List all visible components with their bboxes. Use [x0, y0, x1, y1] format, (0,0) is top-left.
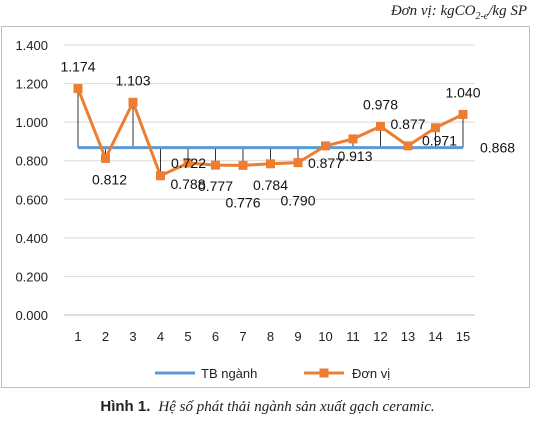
caption-number: Hình 1. [100, 398, 151, 415]
x-tick-label: 10 [318, 329, 332, 344]
caption-text: Hệ số phát thải ngành sản xuất gạch cera… [158, 399, 435, 415]
y-tick-label: 0.000 [15, 308, 48, 323]
legend: TB ngành Đơn vị [155, 366, 390, 381]
y-tick-label: 0.600 [15, 192, 48, 207]
series-marker-unit [376, 121, 385, 131]
series-marker-unit [431, 123, 440, 133]
data-label-industry-average: 0.868 [480, 140, 515, 156]
data-label-unit: 0.978 [363, 96, 398, 112]
series-marker-unit [156, 171, 165, 181]
x-tick-label: 11 [346, 329, 360, 344]
data-label-unit: 0.776 [225, 194, 260, 210]
data-labels: 0.868 1.174 0.812 1.103 0.722 0.7880.7770.776… [60, 59, 515, 211]
chart-frame [1, 26, 530, 388]
legend-label-unit: Đơn vị [352, 366, 390, 381]
unit-note: Đơn vị: kgCO2-e/kg SP [391, 3, 527, 22]
x-tick-label: 3 [129, 329, 136, 344]
series-marker-unit [183, 158, 193, 168]
x-tick-label: 4 [157, 329, 164, 344]
x-tick-label: 2 [102, 329, 109, 344]
data-label-unit: 1.103 [115, 72, 150, 88]
series-marker-unit [321, 141, 330, 151]
data-label-unit: 0.790 [280, 193, 315, 209]
x-tick-label: 1 [74, 329, 81, 344]
data-label-unit: 0.913 [337, 148, 372, 164]
series-marker-unit [293, 158, 303, 168]
unit-subscript: 2-e [475, 11, 489, 22]
x-tick-label: 14 [428, 329, 442, 344]
data-label-unit: 1.040 [445, 84, 480, 100]
x-tick-label: 7 [239, 329, 246, 344]
x-tick-label: 15 [456, 329, 470, 344]
data-label-unit: 0.788 [170, 176, 205, 192]
data-label-unit: 0.877 [390, 116, 425, 132]
legend-label-industry-average: TB ngành [201, 366, 257, 381]
series-marker-unit [211, 160, 220, 170]
series-marker-unit [73, 84, 83, 94]
series-marker-unit [348, 134, 358, 144]
x-tick-label: 8 [267, 329, 274, 344]
data-label-unit: 0.784 [253, 177, 288, 193]
series-marker-unit [403, 141, 413, 151]
data-label-unit: 0.722 [171, 155, 206, 171]
x-tick-label: 9 [294, 329, 301, 344]
series-marker-unit [238, 160, 248, 170]
figure-caption: Hình 1. Hệ số phát thải ngành sản xuất gạ… [0, 398, 535, 416]
series-marker-unit [266, 159, 275, 169]
x-tick-label: 13 [401, 329, 415, 344]
x-axis-ticks: 1 2 3 4 5 6 7 8 9 10 11 12 13 14 15 [74, 329, 470, 344]
series-unit [73, 84, 468, 181]
unit-prefix: Đơn vị: kgCO [390, 3, 476, 19]
y-tick-label: 0.800 [15, 154, 48, 169]
gridlines [64, 44, 475, 316]
emission-chart: 0.000 0.200 0.400 0.600 0.800 1.000 1.200 1.400… [15, 38, 515, 381]
data-label-unit: 0.877 [308, 155, 343, 171]
data-label-unit: 0.777 [198, 178, 233, 194]
y-tick-label: 0.400 [15, 231, 48, 246]
y-tick-label: 1.400 [15, 38, 48, 53]
series-marker-unit [101, 153, 110, 163]
unit-suffix: /kg SP [488, 3, 527, 19]
series-marker-unit [458, 109, 468, 119]
series-marker-unit [128, 97, 138, 107]
x-tick-label: 6 [212, 329, 219, 344]
data-label-unit: 0.812 [92, 171, 127, 187]
data-label-unit: 0.971 [422, 133, 457, 149]
data-label-unit: 1.174 [60, 59, 95, 75]
x-tick-label: 12 [373, 329, 387, 344]
x-tick-label: 5 [184, 329, 191, 344]
y-tick-label: 1.000 [15, 115, 48, 130]
y-tick-label: 1.200 [15, 77, 48, 92]
y-axis-ticks: 0.000 0.200 0.400 0.600 0.800 1.000 1.200 1.400 [15, 38, 48, 323]
legend-marker-unit [319, 368, 329, 378]
y-tick-label: 0.200 [15, 269, 48, 284]
